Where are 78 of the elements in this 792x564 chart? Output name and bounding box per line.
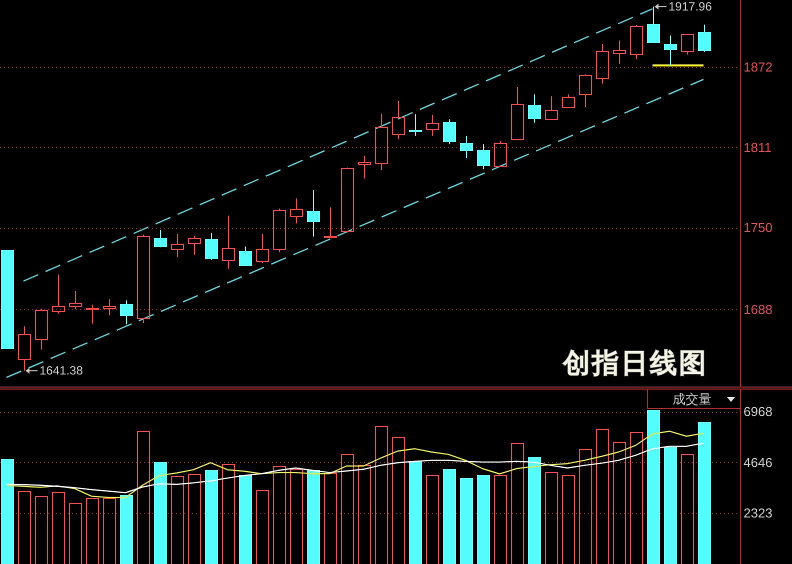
bar: [579, 449, 592, 564]
bar: [205, 470, 218, 564]
bar: [18, 491, 31, 564]
candlestick: [120, 300, 133, 325]
candlestick: [171, 233, 184, 258]
bar: [290, 469, 303, 564]
line-series: [6, 78, 704, 378]
bar: [647, 410, 660, 564]
candlestick: [477, 144, 490, 170]
bar: [443, 469, 456, 564]
bar: [137, 431, 150, 564]
bar: [409, 461, 422, 564]
candlestick: [375, 113, 388, 171]
bar: [545, 472, 558, 564]
y-tick-label: 1750: [744, 220, 772, 236]
bar: [1, 459, 14, 564]
bar: [477, 475, 490, 564]
candlestick: [443, 118, 456, 145]
candlestick: [409, 114, 422, 136]
line-series: [22, 8, 654, 282]
candlestick: [698, 24, 711, 52]
y-tick-label: 6968: [744, 404, 772, 420]
bar: [86, 498, 99, 564]
candlestick: [426, 114, 439, 136]
bar: [239, 475, 252, 564]
candlestick: [545, 96, 558, 120]
bar: [171, 476, 184, 564]
bar: [358, 465, 371, 564]
bar: [324, 473, 337, 564]
candlestick: [154, 229, 167, 248]
candlestick: [205, 232, 218, 260]
candlestick: [664, 35, 677, 66]
annotation: 1917.96: [668, 0, 712, 14]
bar: [375, 426, 388, 564]
bar: [120, 495, 133, 564]
bar: [698, 422, 711, 564]
bar: [681, 454, 694, 564]
bar: [273, 466, 286, 564]
bar: [103, 498, 116, 564]
bar: [664, 447, 677, 564]
bar: [154, 462, 167, 564]
y-tick-label: 2323: [744, 506, 772, 521]
bar: [307, 470, 320, 564]
bar: [494, 475, 507, 564]
candlestick: [307, 190, 320, 238]
bar: [341, 454, 354, 564]
candlestick: [324, 206, 337, 238]
bar: [511, 443, 524, 564]
candlestick: [103, 298, 116, 316]
line-series: [6, 442, 704, 494]
bar: [528, 457, 541, 564]
bar: [596, 429, 609, 564]
bar: [426, 475, 439, 564]
candlestick: [528, 94, 541, 124]
line-series: [6, 430, 704, 498]
y-tick-label: 1872: [744, 60, 772, 75]
bar: [613, 442, 626, 564]
chart-title: 成交量: [672, 392, 712, 406]
candlestick: [290, 198, 303, 224]
y-tick-label: 4646: [744, 454, 772, 470]
y-tick-label: 1811: [744, 140, 772, 155]
candlestick: [239, 246, 252, 266]
bar: [188, 474, 201, 564]
bar: [460, 478, 473, 564]
bar: [630, 432, 643, 564]
bar: [52, 492, 65, 564]
y-tick-label: 1688: [744, 302, 772, 317]
annotation: 1641.38: [40, 364, 84, 378]
bar: [35, 496, 48, 564]
bar: [69, 503, 82, 564]
bar: [256, 490, 269, 564]
text: 创指日线图: [562, 348, 708, 379]
bar: [562, 475, 575, 564]
candlestick: [460, 135, 473, 159]
candlestick: [222, 215, 235, 270]
bar: [222, 464, 235, 564]
candlestick: [613, 40, 626, 64]
bar: [392, 437, 405, 564]
